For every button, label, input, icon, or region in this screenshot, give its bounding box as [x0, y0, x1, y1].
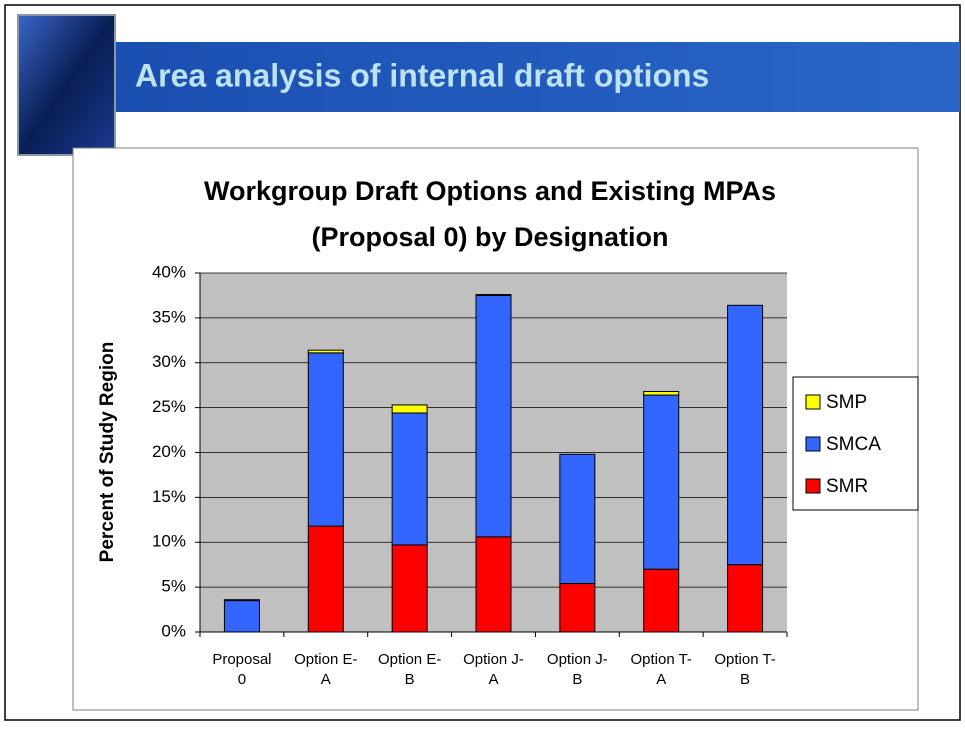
- y-tick-label: 10%: [152, 532, 186, 551]
- y-axis-label: Percent of Study Region: [97, 342, 118, 563]
- x-tick-label: Option T-A: [626, 650, 696, 690]
- bar-segment: [476, 295, 511, 296]
- x-tick-label: Option E-A: [291, 650, 361, 690]
- y-tick-label: 15%: [152, 487, 186, 506]
- bar-segment: [476, 295, 511, 536]
- y-tick-label: 20%: [152, 442, 186, 461]
- legend-label: SMCA: [826, 434, 881, 455]
- legend-label: SMP: [826, 392, 867, 413]
- chart: Area analysis of internal draft options …: [0, 0, 965, 730]
- bar-segment: [644, 395, 679, 569]
- bar-segment: [308, 350, 343, 353]
- y-tick-label: 0%: [161, 621, 186, 640]
- x-tick-label: Option T-B: [710, 650, 780, 690]
- bar-segment: [308, 353, 343, 526]
- legend-swatch: [806, 479, 820, 493]
- legend-swatch: [806, 437, 820, 451]
- y-tick-label: 30%: [152, 352, 186, 371]
- bar-segment: [644, 569, 679, 632]
- bar-segment: [392, 413, 427, 545]
- x-tick-label: Proposal 0: [207, 650, 277, 690]
- y-tick-label: 25%: [152, 397, 186, 416]
- chart-title: Workgroup Draft Options and Existing MPA…: [180, 168, 800, 260]
- bar-segment: [728, 565, 763, 632]
- x-tick-label: Option J-B: [542, 650, 612, 690]
- header-image: [18, 15, 115, 155]
- y-tick-label: 35%: [152, 307, 186, 326]
- bar-segment: [224, 601, 259, 632]
- legend-swatch: [806, 395, 820, 409]
- bar-segment: [560, 454, 595, 583]
- bar-segment: [644, 391, 679, 395]
- y-tick-label: 40%: [152, 262, 186, 281]
- bar-segment: [728, 305, 763, 564]
- y-tick-label: 5%: [161, 577, 186, 596]
- slide: Area analysis of internal draft options …: [0, 0, 965, 730]
- bar-segment: [392, 405, 427, 413]
- legend-label: SMR: [826, 476, 868, 497]
- slide-title: Area analysis of internal draft options: [135, 57, 709, 93]
- bar-segment: [560, 584, 595, 632]
- bar-segment: [476, 537, 511, 632]
- bar-segment: [392, 545, 427, 632]
- bar-segment: [224, 600, 259, 601]
- bar-segment: [308, 526, 343, 632]
- x-tick-label: Option J-A: [459, 650, 529, 690]
- x-tick-label: Option E-B: [375, 650, 445, 690]
